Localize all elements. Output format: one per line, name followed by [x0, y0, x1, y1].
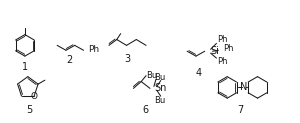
Text: N: N — [240, 82, 247, 92]
Text: 3: 3 — [124, 54, 130, 64]
Text: Bu: Bu — [146, 71, 158, 80]
Text: Ph: Ph — [88, 45, 100, 54]
Text: Bu: Bu — [154, 73, 165, 82]
Text: Ph: Ph — [217, 35, 228, 44]
Text: 2: 2 — [67, 55, 73, 65]
Text: Si: Si — [211, 46, 220, 56]
Text: Sn: Sn — [154, 83, 166, 93]
Text: 4: 4 — [196, 68, 202, 78]
Text: 5: 5 — [27, 105, 33, 115]
Text: 6: 6 — [142, 105, 148, 115]
Text: Ph: Ph — [223, 44, 233, 53]
Text: Ph: Ph — [217, 56, 228, 66]
Text: O: O — [31, 92, 38, 101]
Text: Bu: Bu — [154, 96, 165, 105]
Text: 1: 1 — [22, 62, 28, 72]
Text: 7: 7 — [237, 105, 243, 115]
